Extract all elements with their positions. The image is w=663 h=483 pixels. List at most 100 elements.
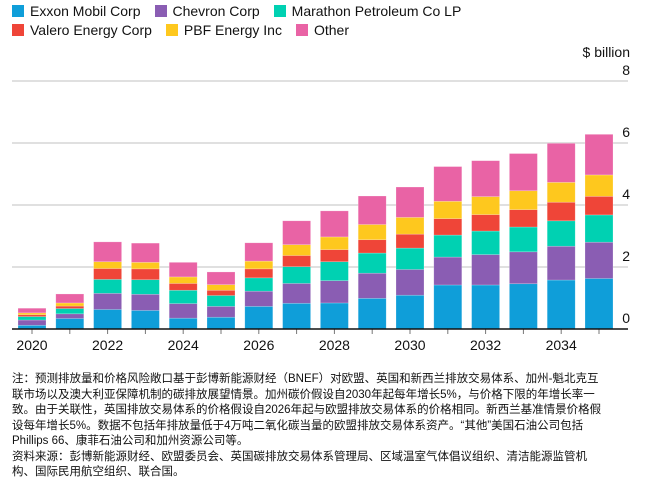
x-tick-label: 2034	[546, 337, 577, 353]
bar-segment	[244, 260, 274, 270]
bar-segment	[584, 174, 614, 197]
bar-segment	[17, 319, 47, 326]
y-tick-label: 4	[622, 186, 630, 202]
bar-segment	[471, 254, 500, 286]
bar-segment	[93, 241, 122, 263]
bar-segment	[244, 242, 274, 262]
bar-segment	[131, 293, 160, 311]
bar-segment	[93, 293, 122, 310]
bar-segment	[357, 224, 387, 241]
bar-segment	[357, 252, 387, 274]
bar-segment	[433, 200, 463, 219]
bar-segment	[433, 284, 463, 330]
bar-segment	[395, 233, 425, 249]
bar-segment	[471, 196, 500, 215]
bar-segment	[320, 236, 349, 250]
y-tick-label: 6	[622, 124, 630, 140]
bar-segment	[584, 278, 614, 330]
bar-segment	[131, 279, 160, 295]
bar-segment	[93, 268, 122, 280]
note-line: 致。由于关联性，英国排放交易体系的价格假设自2026年起与欧盟排放交易体系的价格…	[12, 404, 602, 416]
note-line: Phillips 66、康菲石油公司和加州资源公司等。	[12, 435, 249, 447]
legend-item: Chevron Corp	[154, 2, 260, 19]
legend-label: Chevron Corp	[172, 2, 260, 19]
bar-segment	[320, 210, 349, 238]
bar-segment	[395, 269, 425, 296]
bar-segment	[471, 230, 500, 255]
note-line: 注：预测排放量和价格风险敞口基于彭博新能源财经（BNEF）对欧盟、英国和新西兰排…	[12, 373, 599, 385]
bar-segment	[509, 283, 538, 330]
bar-segment	[395, 186, 425, 218]
x-tick-label: 2024	[168, 337, 199, 353]
bar-segment	[509, 190, 538, 210]
note-line: 联市场以及澳大利亚保障机制的碳排放展望情景。加州碳价假设自2030年起每年增长5…	[12, 388, 595, 401]
bar-segment	[206, 295, 236, 307]
legend-label: Marathon Petroleum Co LP	[291, 2, 462, 19]
bar-segment	[357, 195, 387, 225]
bar-segment	[168, 317, 198, 330]
bar-segment	[282, 302, 311, 330]
bar-segment	[168, 289, 198, 304]
bar-segment	[131, 262, 160, 270]
bar-segment	[471, 284, 500, 330]
bar-segment	[584, 134, 614, 176]
legend-swatch	[154, 4, 167, 17]
bar-segment	[357, 298, 387, 330]
bar-segment	[206, 306, 236, 318]
bar-segment	[244, 268, 274, 279]
bar-segment	[433, 166, 463, 202]
bar-segment	[168, 262, 198, 278]
bar-segment	[546, 245, 576, 281]
bar-segment	[509, 153, 538, 192]
bar-segment	[320, 249, 349, 263]
bar-segment	[471, 214, 500, 232]
bar-segment	[509, 226, 538, 253]
bar-segment	[282, 266, 311, 284]
legend-label: Exxon Mobil Corp	[30, 2, 141, 19]
bar-segment	[168, 303, 198, 319]
legend-label: Other	[313, 21, 349, 38]
legend-swatch	[12, 4, 24, 17]
bar-segment	[546, 279, 576, 330]
legend-swatch	[273, 4, 286, 17]
bar-segment	[206, 316, 236, 330]
bar-segment	[584, 214, 614, 243]
legend: Exxon Mobil Corp Chevron Corp Marathon Pet…	[12, 1, 475, 39]
bar-segment	[395, 247, 425, 270]
bar-segment	[206, 284, 236, 291]
bar-segment	[131, 242, 160, 263]
legend-swatch	[295, 23, 308, 36]
bar-segment	[55, 308, 85, 315]
unit-label: $ billion	[583, 44, 630, 60]
x-tick-label: 2026	[243, 337, 274, 353]
bar-segment	[433, 256, 463, 286]
bar-segment	[320, 280, 349, 304]
bar-segment	[320, 261, 349, 281]
legend-item: Marathon Petroleum Co LP	[273, 2, 462, 19]
bar-segment	[55, 318, 85, 330]
bar-segment	[55, 305, 85, 309]
bar-segment	[546, 201, 576, 222]
bar-segment	[168, 283, 198, 291]
bar-segment	[17, 316, 47, 321]
bar-segment	[17, 307, 47, 314]
x-tick-label: 2032	[470, 337, 501, 353]
bar-segment	[93, 279, 122, 294]
x-tick-label: 2028	[319, 337, 350, 353]
note-line: 设每年增长5%。数据不包括年排放量低于4万吨二氧化碳当量的欧盟排放交易体系资产。…	[12, 419, 584, 432]
bar-segment	[546, 220, 576, 247]
y-tick-label: 8	[622, 62, 630, 78]
bar-segment	[509, 251, 538, 285]
x-tick-label: 2030	[394, 337, 425, 353]
bar-segment	[433, 234, 463, 258]
bar-segment	[206, 271, 236, 285]
bar-segment	[168, 276, 198, 284]
notes: 注：预测排放量和价格风险敞口基于彭博新能源财经（BNEF）对欧盟、英国和新西兰排…	[12, 372, 657, 481]
bar-segment	[433, 218, 463, 236]
bar-segment	[55, 302, 85, 307]
bar-segment	[244, 290, 274, 307]
legend-label: Valero Energy Corp	[30, 21, 152, 38]
bar-segment	[357, 272, 387, 299]
x-tick-label: 2020	[16, 337, 47, 353]
